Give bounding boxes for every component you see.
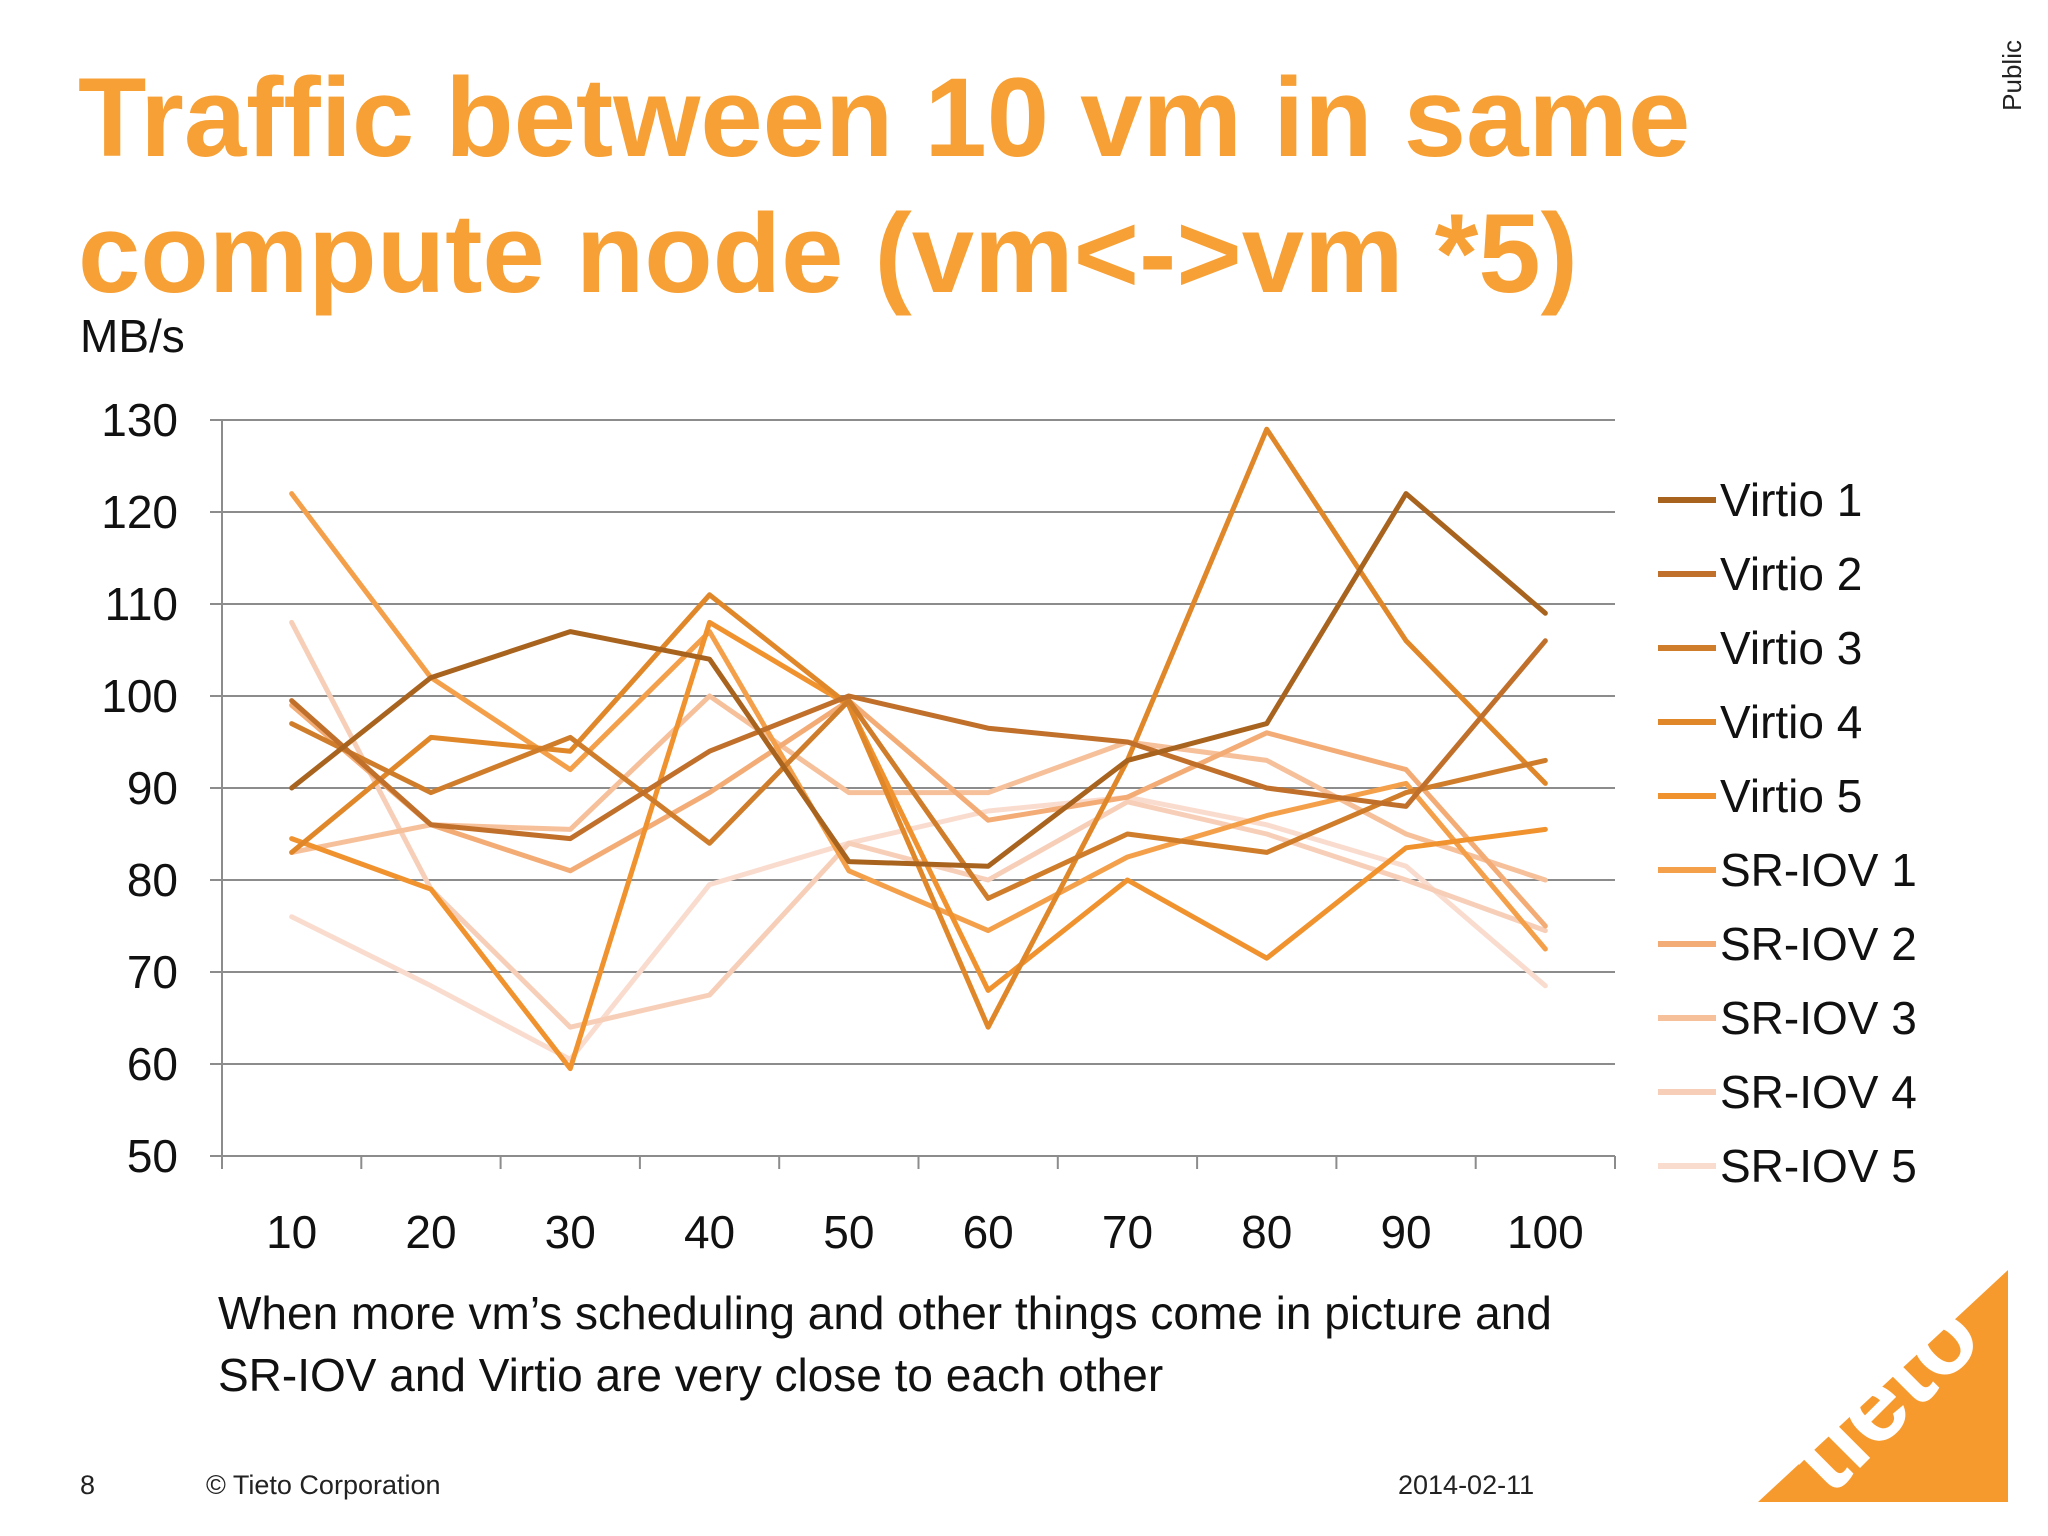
footer-page-number: 8 [80,1470,96,1500]
x-tick-label-40: 40 [684,1206,735,1258]
x-tick-label-20: 20 [405,1206,456,1258]
x-tick-label-10: 10 [266,1206,317,1258]
series-line-virtio-5 [289,619,1548,1072]
x-tick-label-60: 60 [963,1206,1014,1258]
legend-label-sr-iov-1: SR-IOV 1 [1720,844,1917,896]
caption-line-1: When more vm’s scheduling and other thin… [218,1287,1552,1339]
y-tick-label-60: 60 [127,1038,178,1090]
legend-label-virtio-4: Virtio 4 [1720,696,1862,748]
x-tick-label-70: 70 [1102,1206,1153,1258]
legend-label-sr-iov-2: SR-IOV 2 [1720,918,1917,970]
slide-caption: When more vm’s scheduling and other thin… [218,1282,1778,1406]
caption-line-2: SR-IOV and Virtio are very close to each… [218,1349,1164,1401]
series-line-virtio-1 [289,491,1548,869]
footer-copyright: © Tieto Corporation [206,1470,441,1500]
x-tick-label-30: 30 [545,1206,596,1258]
x-tick-label-50: 50 [823,1206,874,1258]
y-tick-label-110: 110 [105,578,178,630]
legend-label-virtio-1: Virtio 1 [1720,474,1862,526]
x-tick-label-80: 80 [1241,1206,1292,1258]
series-line-virtio-2 [289,638,1548,842]
y-axis-label: MB/s [80,310,185,362]
y-tick-label-130: 130 [101,394,178,446]
tieto-logo: tieto [1758,1270,2008,1502]
legend-label-virtio-5: Virtio 5 [1720,770,1862,822]
slide-title-line-1: Traffic between 10 vm in same [78,55,1691,180]
footer-date: 2014-02-11 [1398,1470,1535,1500]
x-tick-label-100: 100 [1507,1206,1584,1258]
y-tick-label-80: 80 [127,854,178,906]
y-tick-label-70: 70 [127,946,178,998]
y-tick-label-100: 100 [101,670,178,722]
logo-corner-shape [1758,1270,2008,1502]
y-tick-label-50: 50 [127,1130,178,1182]
series-line-sr-iov-2 [289,698,1548,929]
legend-label-virtio-2: Virtio 2 [1720,548,1862,600]
series-line-sr-iov-5 [289,794,1548,1062]
legend-label-virtio-3: Virtio 3 [1720,622,1862,674]
slide-title: Traffic between 10 vm in same compute no… [78,50,1878,322]
legend-label-sr-iov-3: SR-IOV 3 [1720,992,1917,1044]
y-tick-label-120: 120 [101,486,178,538]
slide-title-line-2: compute node (vm<->vm *5) [78,191,1578,316]
legend-label-sr-iov-4: SR-IOV 4 [1720,1066,1917,1118]
y-tick-label-90: 90 [127,762,178,814]
series-line-virtio-3 [289,698,1548,901]
legend-label-sr-iov-5: SR-IOV 5 [1720,1140,1917,1192]
x-tick-label-90: 90 [1380,1206,1431,1258]
